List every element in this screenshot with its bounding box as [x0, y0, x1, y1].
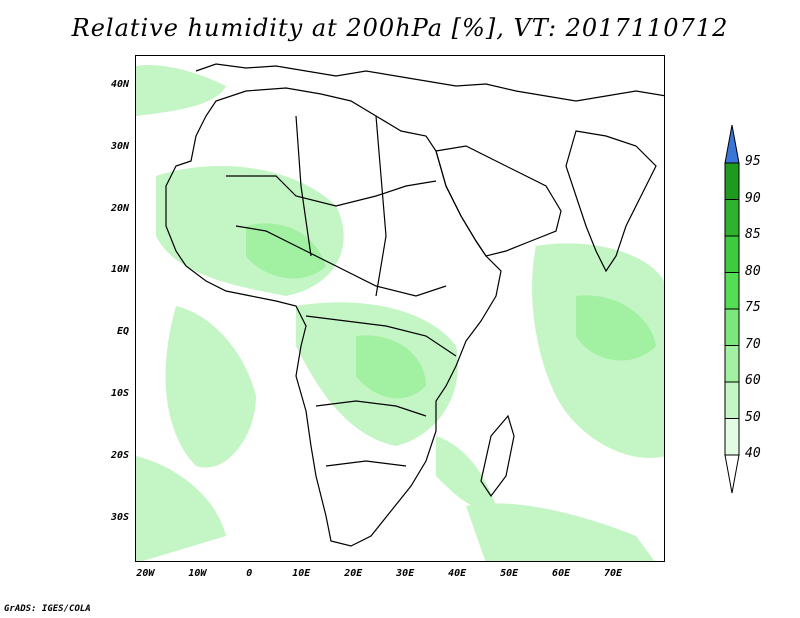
humidity-core-indian-ocean — [576, 295, 656, 361]
colorbar-swatch — [724, 162, 740, 200]
india-coastline — [565, 130, 657, 273]
africa-coastline — [165, 87, 502, 547]
credit-text: GrADS: IGES/COLA — [4, 604, 91, 614]
internal-border-1 — [226, 175, 437, 207]
humidity-area-mozambique — [436, 436, 496, 509]
colorbar-level-label: 80 — [745, 263, 761, 279]
colorbar-level-label: 60 — [745, 373, 761, 388]
latitude-label: 20N — [110, 202, 129, 214]
colorbar-swatch — [724, 235, 740, 273]
internal-border-6 — [375, 115, 387, 297]
longitude-label: 20W — [136, 568, 155, 579]
internal-border-2 — [235, 225, 447, 297]
latitude-label: EQ — [116, 326, 129, 338]
map-panel — [135, 55, 665, 562]
humidity-area-south-atlantic — [136, 456, 226, 561]
humidity-shading-darker — [246, 223, 656, 399]
latitude-label: 10N — [110, 264, 129, 276]
longitude-label: 50E — [500, 568, 519, 579]
humidity-area-southern-ocean — [466, 503, 655, 561]
internal-border-3 — [305, 315, 457, 357]
colorbar-level-label: 90 — [745, 190, 761, 206]
colorbar-overflow-arrow — [724, 125, 740, 164]
longitude-label: 10E — [292, 568, 311, 579]
longitude-label: 40E — [448, 568, 467, 579]
longitude-label: 0 — [246, 568, 253, 579]
europe-coastline — [195, 63, 664, 102]
colorbar-swatch — [724, 308, 740, 346]
colorbar-swatch — [724, 418, 740, 456]
colorbar-level-label: 85 — [745, 227, 761, 242]
madagascar-coastline — [480, 414, 515, 498]
map-canvas — [136, 63, 664, 561]
colorbar-level-label: 70 — [745, 336, 761, 352]
latitude-label: 30N — [110, 140, 129, 152]
longitude-label: 20E — [344, 568, 363, 579]
colorbar-underflow-arrow — [724, 454, 740, 494]
colorbar-swatch — [724, 345, 740, 383]
latitude-label: 30S — [110, 511, 129, 523]
map-title: Relative humidity at 200hPa [%], VT: 201… — [71, 14, 729, 42]
colorbar-level-label: 40 — [745, 446, 761, 461]
latitude-label: 40N — [110, 78, 129, 90]
humidity-core-west-africa — [246, 223, 326, 279]
internal-border-7 — [295, 115, 312, 257]
internal-border-4 — [315, 400, 427, 417]
colorbar-level-label: 50 — [745, 409, 761, 425]
latitude-label: 10S — [110, 388, 129, 400]
longitude-label: 10W — [188, 568, 207, 579]
coastlines — [165, 63, 664, 547]
colorbar — [724, 125, 740, 494]
colorbar-level-label: 75 — [745, 300, 761, 315]
colorbar-swatch — [724, 272, 740, 310]
colorbar-level-label: 95 — [745, 154, 761, 169]
longitude-label: 60E — [552, 568, 571, 579]
arabia-coastline — [435, 145, 562, 257]
latitude-label: 20S — [110, 449, 129, 461]
humidity-core-central — [356, 335, 426, 399]
internal-border-5 — [325, 460, 407, 467]
longitude-label: 70E — [604, 568, 623, 579]
longitude-label: 30E — [396, 568, 415, 579]
humidity-area-atlantic — [165, 306, 256, 468]
humidity-area-north-sahara — [136, 65, 226, 116]
colorbar-swatch — [724, 199, 740, 237]
colorbar-swatch — [724, 381, 740, 419]
